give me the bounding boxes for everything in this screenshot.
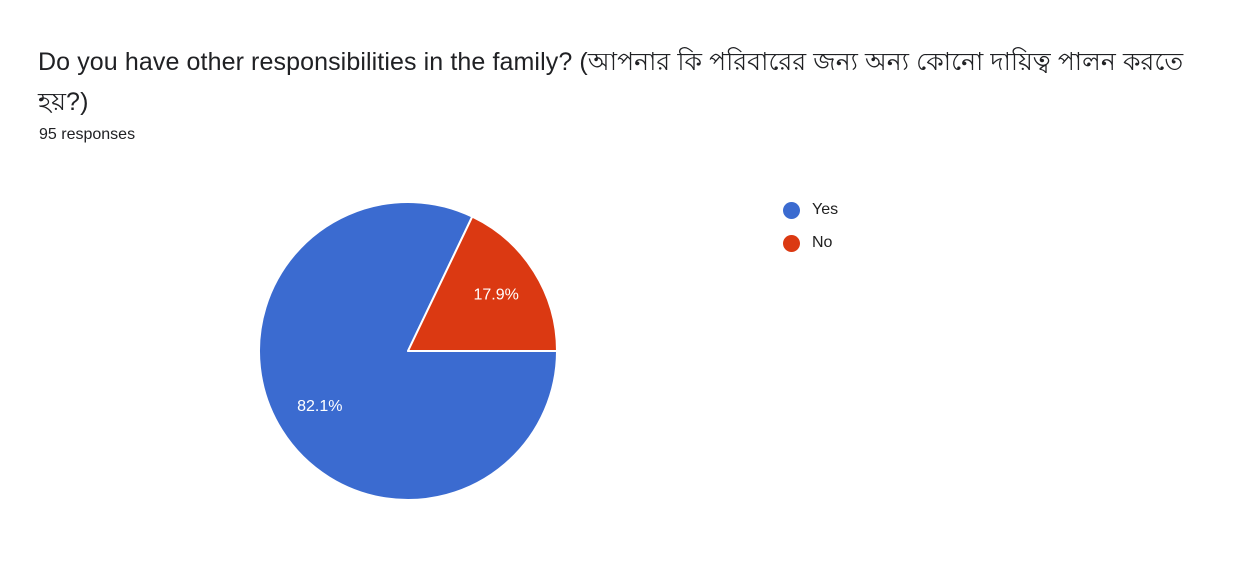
legend-item-yes: Yes [783, 201, 838, 219]
legend-color-dot-yes [783, 201, 800, 219]
pie-slice-no[interactable] [407, 215, 558, 352]
chart-legend: Yes No [783, 201, 838, 267]
pie-chart: 82.1% 17.9% [258, 201, 558, 501]
legend-label: Yes [812, 201, 839, 218]
pie-slice-label-yes: 82.1% [297, 398, 342, 415]
pie-slice-label-no: 17.9% [474, 287, 519, 304]
legend-label: No [812, 234, 833, 251]
legend-item-no: No [783, 234, 838, 252]
legend-color-dot-no [783, 234, 800, 252]
question-title: Do you have other responsibilities in th… [38, 48, 1184, 116]
response-count: 95 responses [39, 126, 136, 143]
